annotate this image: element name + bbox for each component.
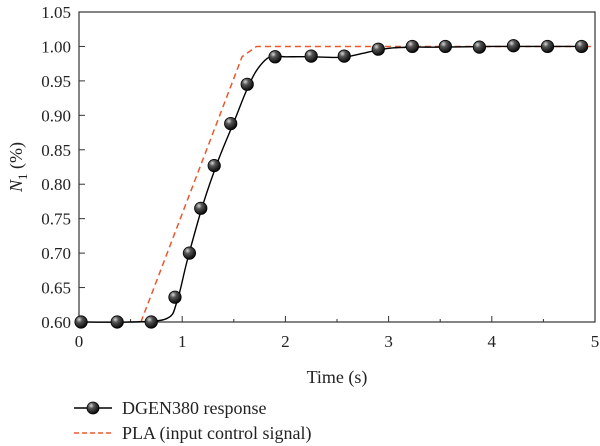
dgen380-data-point [74, 315, 88, 329]
y-tick-label: 0.95 [41, 72, 71, 91]
x-axis-ticks: 0 1 2 3 4 5 [75, 316, 600, 351]
y-tick-label: 1.00 [41, 37, 71, 56]
dgen380-data-point [574, 39, 589, 54]
dgen380-data-point [144, 315, 158, 329]
dgen380-data-point [240, 77, 254, 91]
legend-label-dgen380: DGEN380 response [122, 398, 266, 418]
dgen380-data-point [472, 40, 487, 54]
x-tick-label: 3 [384, 332, 393, 351]
y-axis-title-subscript: 1 [15, 173, 30, 180]
dgen380-data-point [540, 39, 555, 54]
plot-series [74, 39, 595, 329]
dgen380-series-line [78, 45, 585, 323]
y-tick-label: 0.65 [41, 279, 71, 298]
y-tick-label: 0.85 [41, 141, 71, 160]
legend: DGEN380 response PLA (input control sign… [74, 398, 311, 444]
dgen380-data-point [405, 39, 419, 54]
dgen380-data-point [168, 290, 182, 304]
y-tick-label: 0.90 [41, 106, 71, 125]
dgen380-data-point [268, 50, 282, 64]
dgen380-data-point [371, 42, 385, 56]
dgen380-data-point [224, 117, 238, 131]
y-axis-ticks: 0.60 0.65 0.70 0.75 0.80 0.85 0.90 0.95 1.00 1.05 [41, 3, 85, 332]
dgen380-data-point [110, 315, 124, 329]
dgen380-data-point [207, 159, 221, 173]
x-tick-label: 5 [591, 332, 600, 351]
svg-text:N1 (%): N1 (%) [6, 142, 30, 193]
dgen380-data-point [438, 39, 452, 54]
x-tick-label: 1 [178, 332, 187, 351]
y-axis-title-unit: (%) [6, 142, 27, 173]
y-axis-title-symbol: N [6, 179, 26, 193]
dgen380-data-point [337, 49, 351, 63]
x-tick-label: 4 [488, 332, 497, 351]
dgen380-data-point [194, 201, 208, 215]
dgen380-data-point [506, 39, 521, 53]
dgen380-data-point [182, 246, 197, 260]
x-tick-label: 0 [75, 332, 84, 351]
y-tick-label: 0.60 [41, 313, 71, 332]
y-tick-label: 0.75 [41, 210, 71, 229]
legend-label-pla: PLA (input control signal) [122, 423, 311, 444]
legend-marker-dgen380 [86, 401, 100, 415]
y-tick-label: 0.80 [41, 175, 71, 194]
y-tick-label: 1.05 [41, 3, 71, 22]
y-axis-title: N1 (%) [6, 142, 30, 193]
plot-frame [78, 11, 596, 323]
x-tick-label: 2 [281, 332, 290, 351]
dgen380-data-point [304, 49, 318, 63]
y-tick-label: 0.70 [41, 244, 71, 263]
x-axis-title: Time (s) [307, 367, 368, 388]
